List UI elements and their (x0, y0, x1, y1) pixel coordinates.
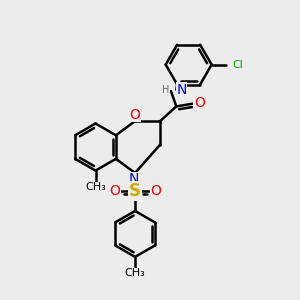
Text: N: N (128, 172, 139, 186)
Text: CH₃: CH₃ (125, 268, 146, 278)
Text: CH₃: CH₃ (85, 182, 106, 192)
Text: O: O (130, 108, 140, 122)
Text: O: O (109, 184, 120, 198)
Text: O: O (150, 184, 161, 198)
Text: H: H (162, 85, 169, 94)
Text: O: O (194, 97, 205, 110)
Text: S: S (129, 182, 141, 200)
Text: N: N (176, 82, 187, 97)
Text: Cl: Cl (233, 60, 244, 70)
